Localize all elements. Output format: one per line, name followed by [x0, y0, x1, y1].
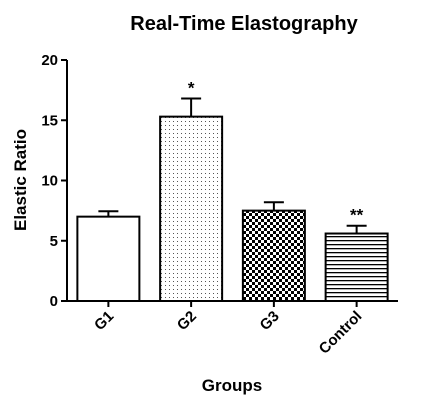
y-axis-title: Elastic Ratio	[11, 129, 30, 231]
y-tick-label: 0	[50, 293, 58, 310]
chart-title: Real-Time Elastography	[130, 13, 358, 35]
y-tick-label: 5	[50, 233, 58, 250]
x-tick-label: G2	[174, 308, 200, 334]
y-tick-label: 10	[41, 173, 58, 190]
significance-label: **	[350, 206, 364, 225]
bar-g3	[243, 211, 305, 301]
y-tick-label: 15	[41, 112, 58, 129]
x-tick-label: Control	[316, 308, 366, 358]
plot-area: 0 5 10 15 20 G1 G2 * G3 Control **	[41, 52, 398, 358]
bar-g1	[77, 217, 139, 301]
significance-label: *	[188, 79, 195, 98]
bar-control	[326, 234, 388, 301]
y-tick-label: 20	[41, 52, 58, 69]
x-tick-label: G3	[257, 308, 283, 334]
x-tick-label: G1	[91, 308, 117, 334]
bar-g2	[160, 117, 222, 301]
x-axis-title: Groups	[202, 376, 262, 395]
